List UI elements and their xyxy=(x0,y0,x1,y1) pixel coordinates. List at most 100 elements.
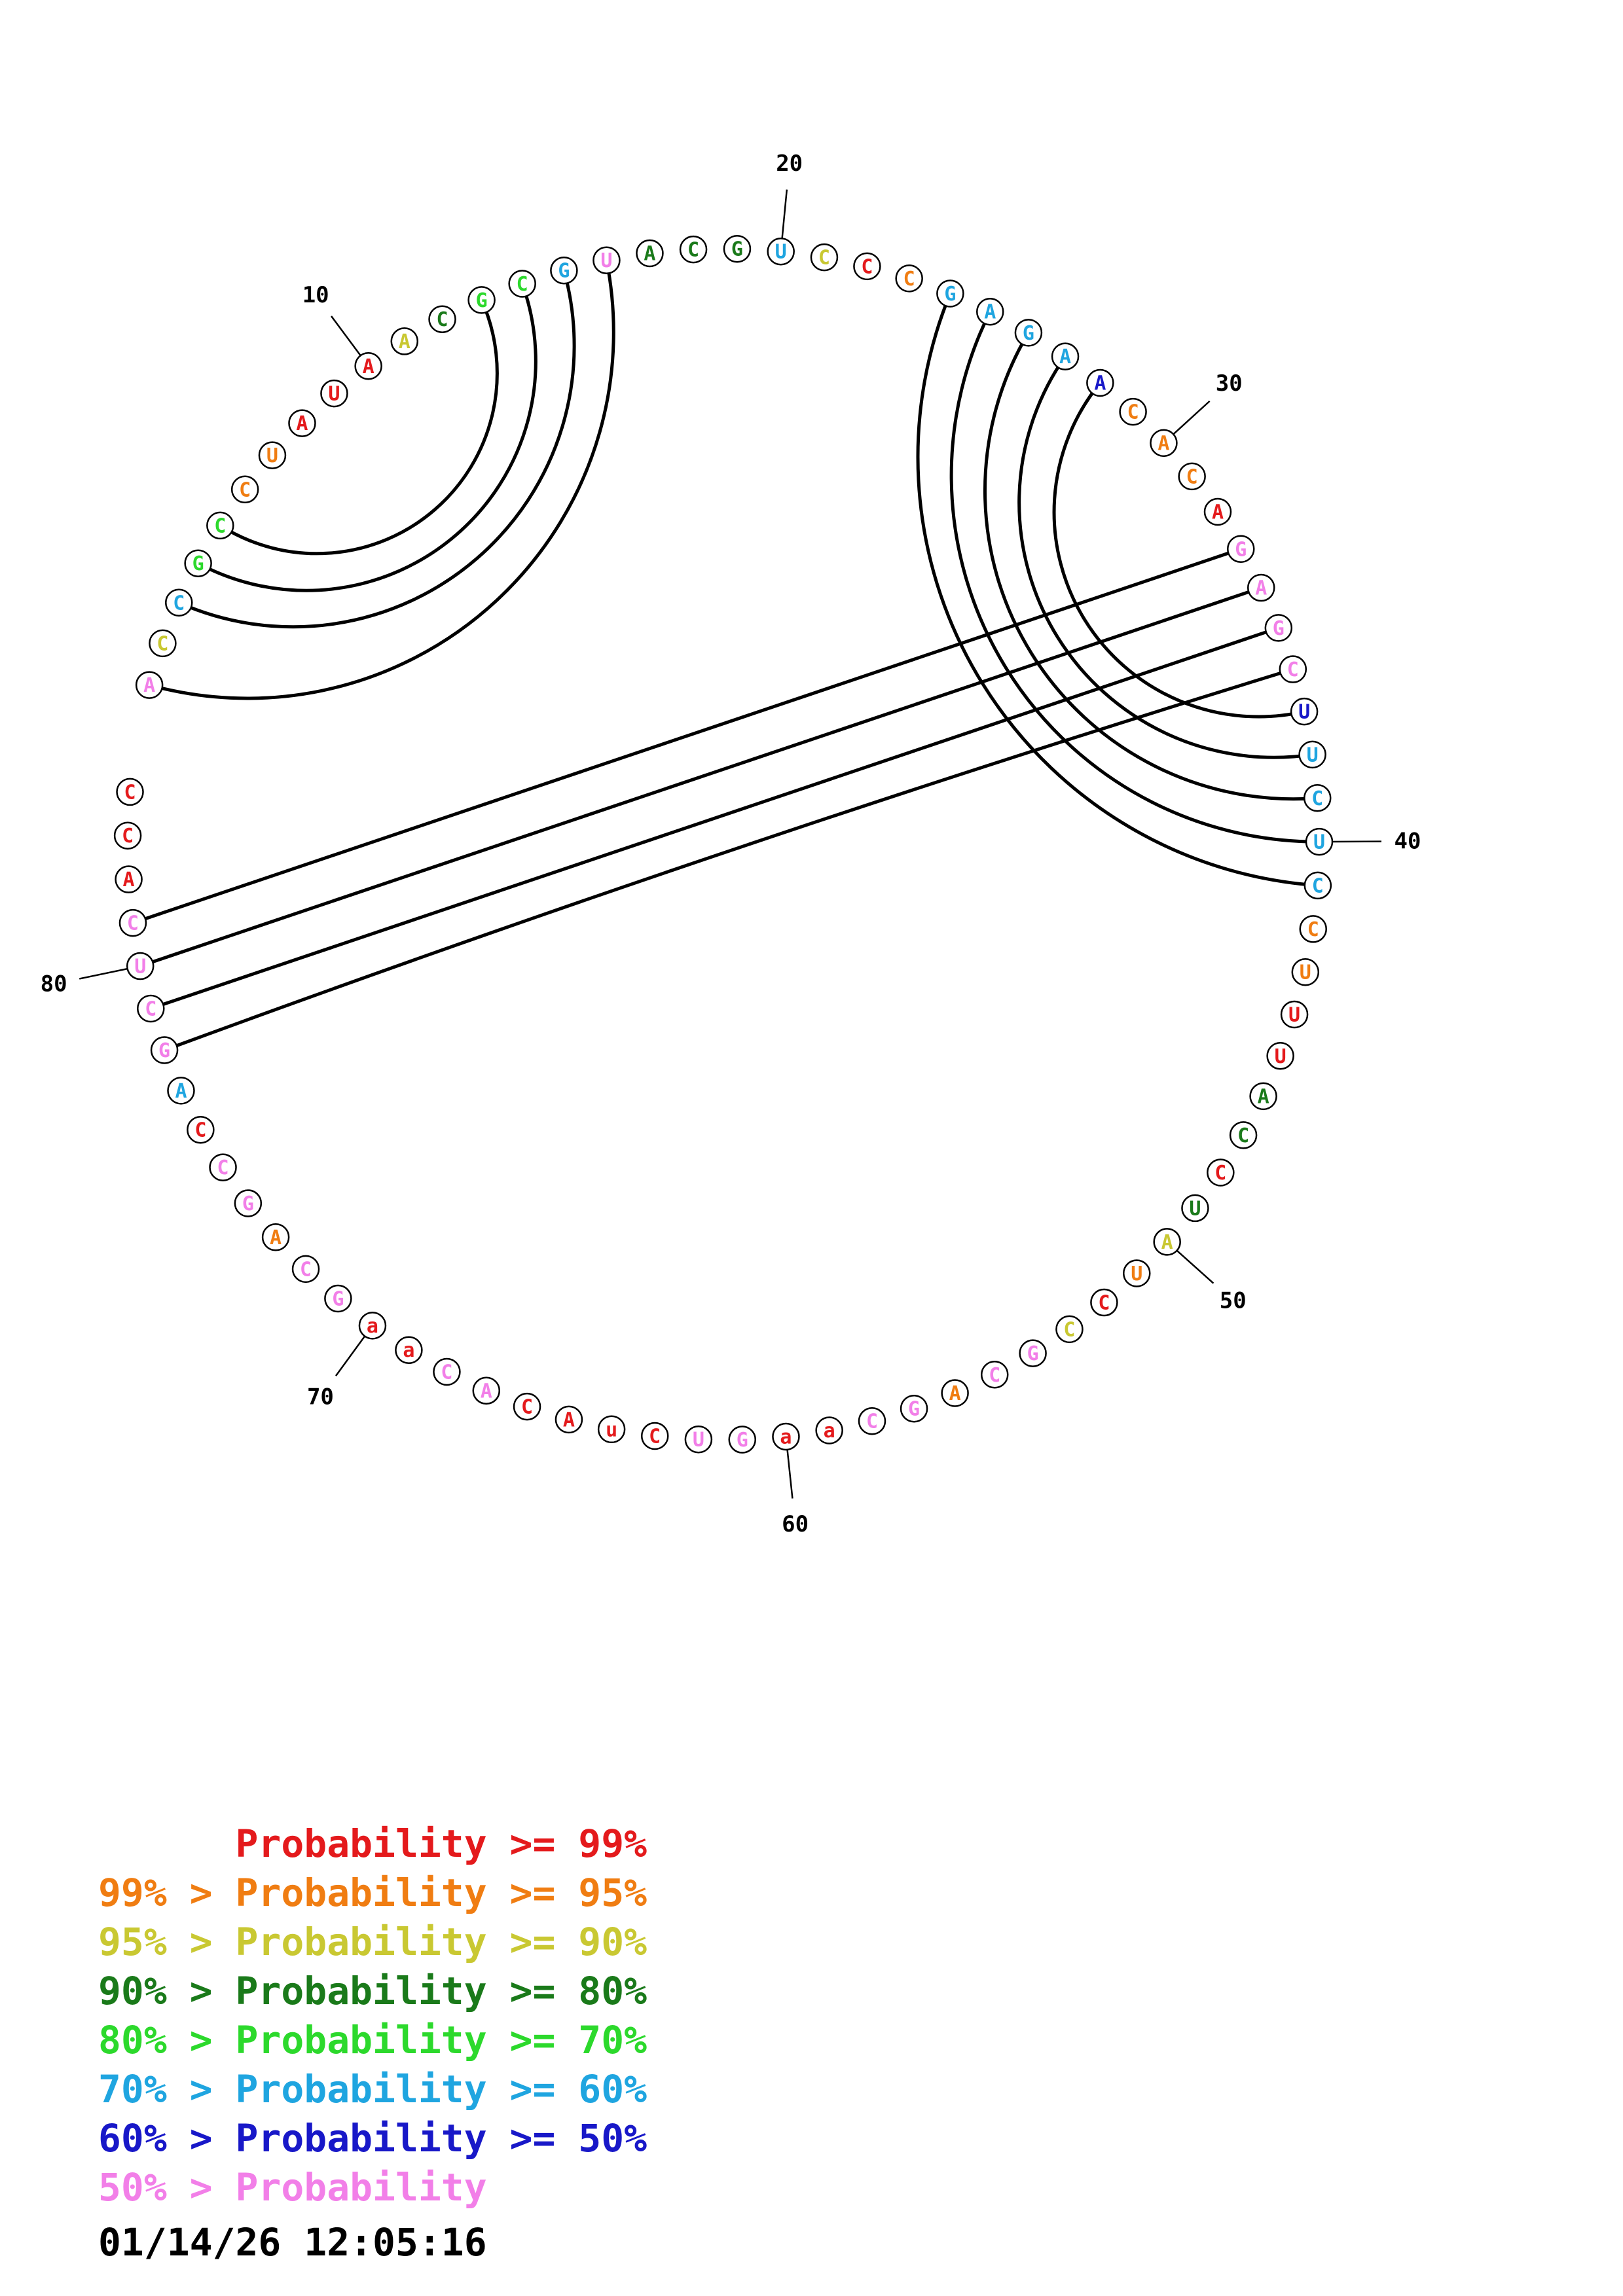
legend-row-0: Probability >= 99% xyxy=(98,1820,647,1869)
nucleotide-67: A xyxy=(472,1376,501,1405)
nucleotide-circle-60 xyxy=(772,1422,800,1451)
nucleotide-letter-79: C xyxy=(145,997,156,1020)
nucleotide-circle-66 xyxy=(513,1392,541,1421)
nucleotide-letter-18: C xyxy=(687,239,699,262)
nucleotide-letter-65: A xyxy=(563,1408,575,1431)
nucleotide-circle-35 xyxy=(1264,614,1293,642)
nucleotide-circle-80 xyxy=(126,952,155,980)
nucleotide-3: C xyxy=(165,588,193,617)
nucleotide-circle-78 xyxy=(150,1036,179,1064)
nucleotide-81: C xyxy=(119,908,147,937)
nucleotide-letter-53: C xyxy=(1063,1318,1075,1341)
nucleotide-letter-45: U xyxy=(1275,1045,1286,1068)
nucleotide-circle-42 xyxy=(1299,915,1327,943)
nucleotide-circle-52 xyxy=(1090,1288,1118,1317)
nucleotide-letter-60: a xyxy=(780,1426,792,1448)
nucleotide-circle-33 xyxy=(1227,535,1255,564)
nucleotide-46: A xyxy=(1249,1082,1277,1111)
nucleotide-circle-50 xyxy=(1153,1228,1181,1256)
nucleotide-circle-7 xyxy=(258,441,287,469)
nucleotide-24: G xyxy=(936,279,964,308)
nucleotide-circle-15 xyxy=(550,256,578,285)
nucleotide-41: C xyxy=(1304,871,1332,900)
nucleotide-circle-79 xyxy=(137,994,165,1023)
nucleotide-letter-80: U xyxy=(134,956,146,978)
legend-label: Probability >= 80% xyxy=(235,1969,647,2013)
nucleotide-34: A xyxy=(1247,573,1275,602)
nucleotide-letter-1: A xyxy=(143,674,155,697)
nucleotide-circle-34 xyxy=(1247,573,1275,602)
nucleotide-letter-69: a xyxy=(403,1339,414,1362)
legend-prefix: 60% > xyxy=(98,2116,236,2161)
base-pair-arc-34-80 xyxy=(139,586,1262,968)
nucleotide-18: C xyxy=(679,235,708,264)
number-tick-30 xyxy=(1173,400,1211,435)
nucleotide-letter-83: C xyxy=(122,825,134,848)
legend-prefix: 90% > xyxy=(98,1969,236,2013)
nucleotide-circle-23 xyxy=(895,264,923,293)
nucleotide-27: A xyxy=(1051,342,1080,370)
legend-prefix: 50% > xyxy=(98,2165,236,2210)
nucleotide-circle-39 xyxy=(1303,784,1332,812)
nucleotide-84: C xyxy=(116,778,144,806)
nucleotide-17: A xyxy=(636,239,664,268)
nucleotide-79: C xyxy=(137,994,165,1023)
nucleotide-circle-81 xyxy=(119,908,147,937)
nucleotide-letter-77: A xyxy=(175,1080,187,1103)
number-label-60: 60 xyxy=(782,1511,809,1537)
nucleotide-58: C xyxy=(858,1407,886,1435)
nucleotide-49: U xyxy=(1181,1194,1209,1223)
legend-label: Probability >= 50% xyxy=(235,2116,647,2161)
nucleotide-circle-19 xyxy=(723,234,752,263)
nucleotide-12: C xyxy=(428,305,456,333)
nucleotide-72: C xyxy=(291,1255,320,1283)
nucleotide-letter-8: A xyxy=(296,412,308,435)
nucleotide-letter-32: A xyxy=(1212,501,1224,524)
nucleotide-letter-20: U xyxy=(775,241,787,264)
nucleotide-letter-17: A xyxy=(644,242,655,265)
nucleotide-circle-27 xyxy=(1051,342,1080,370)
nucleotide-45: U xyxy=(1266,1042,1294,1070)
nucleotide-letter-70: a xyxy=(367,1315,378,1338)
nucleotide-letter-72: C xyxy=(300,1258,312,1281)
nucleotide-letter-40: U xyxy=(1313,831,1325,854)
nucleotide-letter-64: u xyxy=(606,1418,617,1441)
nucleotide-57: G xyxy=(900,1394,928,1423)
base-pair-arc-27-38 xyxy=(1017,355,1313,759)
nucleotide-circle-48 xyxy=(1207,1158,1235,1187)
nucleotide-letter-22: C xyxy=(861,255,873,278)
nucleotide-letter-21: C xyxy=(818,247,830,270)
number-label-20: 20 xyxy=(776,151,803,177)
number-label-30: 30 xyxy=(1216,370,1243,397)
nucleotide-circle-10 xyxy=(354,352,382,380)
nucleotide-letter-73: A xyxy=(270,1227,282,1249)
nucleotide-64: u xyxy=(597,1415,626,1444)
nucleotide-circle-62 xyxy=(684,1425,713,1454)
nucleotide-circle-12 xyxy=(428,305,456,333)
nucleotide-circle-17 xyxy=(636,239,664,268)
nucleotide-4: G xyxy=(184,549,212,577)
base-pair-arc-25-40 xyxy=(949,311,1320,844)
nucleotide-circle-83 xyxy=(113,821,142,850)
nucleotide-circle-75 xyxy=(209,1153,237,1181)
nucleotide-circle-8 xyxy=(288,409,316,437)
nucleotide-letter-14: C xyxy=(517,273,528,296)
nucleotide-circle-3 xyxy=(165,588,193,617)
nucleotide-letter-3: C xyxy=(173,592,185,615)
legend-label: Probability >= 95% xyxy=(235,1871,647,1915)
nucleotide-74: G xyxy=(234,1189,263,1217)
nucleotide-39: C xyxy=(1303,784,1332,812)
nucleotide-letter-63: C xyxy=(649,1425,661,1448)
number-tick-70 xyxy=(335,1335,366,1376)
nucleotide-8: A xyxy=(288,409,316,437)
nucleotide-letter-57: G xyxy=(908,1398,920,1421)
nucleotide-letter-41: C xyxy=(1312,874,1324,897)
number-label-10: 10 xyxy=(302,282,329,308)
legend-row-7: 50% > Probability xyxy=(98,2163,647,2212)
legend-label: Probability >= 70% xyxy=(235,2018,647,2062)
legend-prefix: 70% > xyxy=(98,2067,236,2111)
nucleotide-76: C xyxy=(187,1115,215,1144)
nucleotide-20: U xyxy=(767,237,795,266)
nucleotide-33: G xyxy=(1227,535,1255,564)
nucleotide-circle-57 xyxy=(900,1394,928,1423)
